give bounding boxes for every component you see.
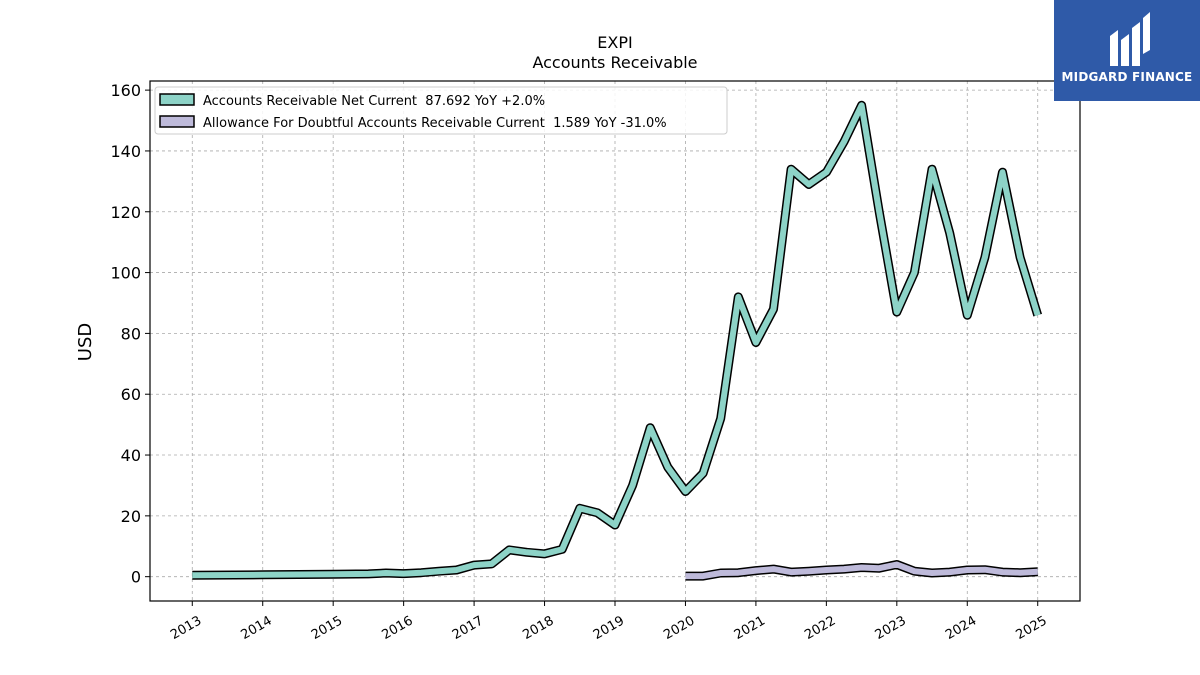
- x-tick-label: 2020: [661, 613, 697, 643]
- y-tick-label: 160: [110, 81, 141, 100]
- x-tick-label: 2018: [520, 613, 556, 643]
- x-tick-label: 2024: [943, 613, 979, 643]
- y-tick-label: 140: [110, 142, 141, 161]
- x-tick-label: 2022: [802, 613, 838, 643]
- x-tick-label: 2023: [873, 613, 909, 643]
- brand-logo-text: MIDGARD FINANCE: [1061, 70, 1193, 84]
- series-2-line: [685, 560, 1038, 581]
- series-1-line: [192, 100, 1043, 580]
- y-tick-label: 0: [131, 568, 141, 587]
- y-tick-label: 120: [110, 203, 141, 222]
- series-layer: [192, 100, 1043, 581]
- y-axis-label: USD: [75, 323, 96, 361]
- brand-mark-icon: [1110, 12, 1150, 66]
- x-tick-label: 2019: [591, 613, 627, 643]
- legend: Accounts Receivable Net Current 87.692 Y…: [154, 86, 728, 135]
- brand-logo: MIDGARD FINANCE: [1054, 0, 1200, 101]
- x-tick-label: 2016: [379, 613, 415, 643]
- legend-swatch: [159, 93, 195, 106]
- x-tick-label: 2025: [1014, 613, 1050, 643]
- y-ticks: 0 20 40 60 80 100 120 140 160: [110, 81, 150, 587]
- x-ticks: 2013 2014 2015 2016 2017 2018 2019 2020 2021 2022…: [168, 601, 1050, 643]
- x-tick-label: 2021: [732, 613, 768, 643]
- x-tick-label: 2015: [309, 613, 345, 643]
- chart-subtitle: Accounts Receivable: [532, 53, 697, 72]
- y-tick-label: 80: [121, 324, 141, 343]
- legend-swatch: [159, 115, 195, 128]
- x-tick-label: 2013: [168, 613, 204, 643]
- legend-label: Accounts Receivable Net Current 87.692 Y…: [203, 94, 545, 109]
- x-tick-label: 2017: [450, 613, 486, 643]
- x-tick-label: 2014: [239, 613, 275, 643]
- y-tick-label: 20: [121, 507, 141, 526]
- y-tick-label: 40: [121, 446, 141, 465]
- legend-label: Allowance For Doubtful Accounts Receivab…: [203, 116, 667, 131]
- y-tick-label: 60: [121, 385, 141, 404]
- chart-title: EXPI: [597, 33, 632, 52]
- y-tick-label: 100: [110, 264, 141, 283]
- legend-box: [154, 86, 728, 135]
